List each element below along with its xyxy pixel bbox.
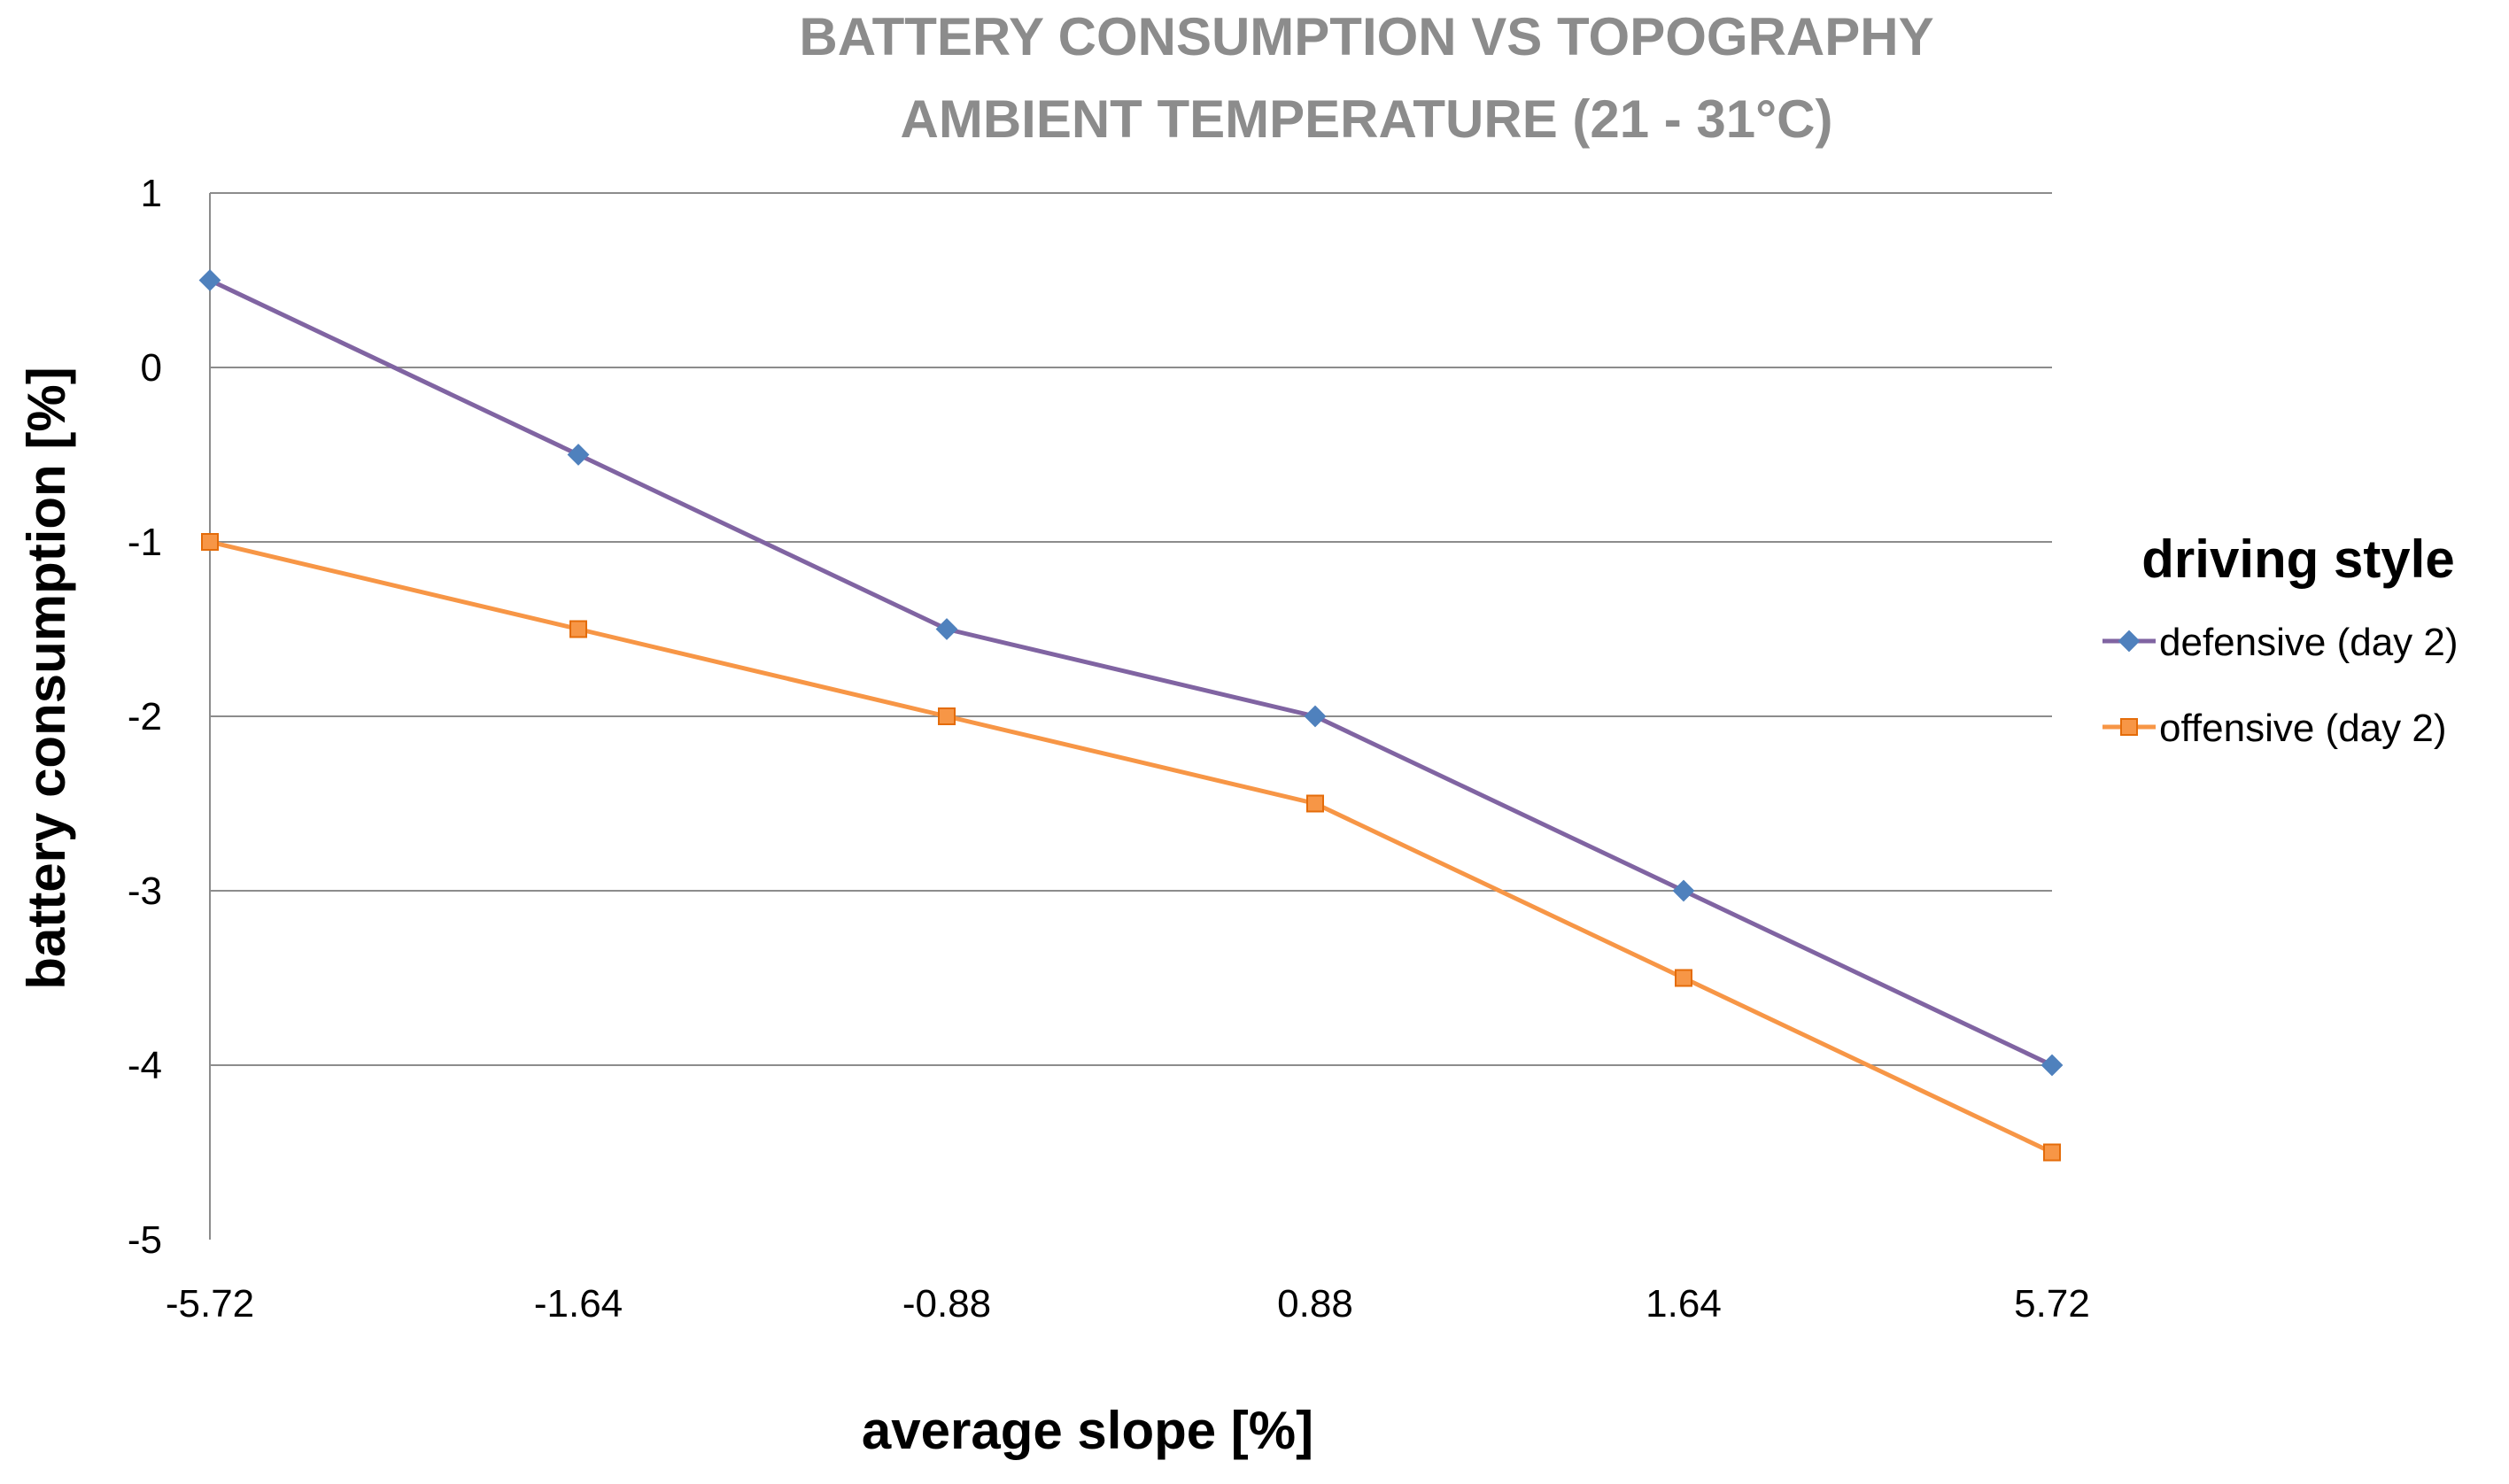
series-1 <box>198 269 2064 1077</box>
legend-entry: offensive (day 2) <box>2102 707 2446 750</box>
legend-marker <box>2118 630 2141 653</box>
x-tick-label: -5.72 <box>166 1282 254 1326</box>
legend-marker <box>2120 718 2138 736</box>
series-line <box>208 278 2054 1068</box>
x-tick-label: -1.64 <box>534 1282 623 1326</box>
legend-entries: defensive (day 2) offensive (day 2) <box>2102 621 2459 750</box>
data-point <box>938 707 956 725</box>
chart-title-line-1: BATTERY CONSUMPTION VS TOPOGRAPHY <box>799 7 1933 66</box>
y-tick-label: 0 <box>141 346 162 390</box>
series <box>198 269 2064 1162</box>
legend-label: offensive (day 2) <box>2159 707 2446 750</box>
legend-title: driving style <box>2141 529 2454 589</box>
y-tick-label: -1 <box>128 521 162 564</box>
chart-title: BATTERY CONSUMPTION VS TOPOGRAPHY AMBIEN… <box>799 7 1933 149</box>
data-point <box>1306 794 1324 813</box>
x-axis-label: average slope [%] <box>862 1401 1313 1460</box>
legend-label: defensive (day 2) <box>2159 621 2459 664</box>
data-point <box>198 269 221 291</box>
x-tick-labels: -5.72 -1.64 -0.88 0.88 1.64 5.72 <box>166 1282 2090 1326</box>
gridlines <box>210 192 2052 1066</box>
legend: driving style defensive (day 2) offensive… <box>2102 529 2459 750</box>
data-point <box>2040 1054 2064 1077</box>
data-point <box>201 533 219 551</box>
x-tick-label: 5.72 <box>2014 1282 2090 1326</box>
y-tick-labels: 1 0 -1 -2 -3 -4 -5 <box>128 172 162 1262</box>
series-line <box>209 539 2054 1155</box>
legend-entry: defensive (day 2) <box>2102 621 2459 664</box>
y-tick-label: -3 <box>128 870 162 913</box>
y-tick-label: -2 <box>128 695 162 738</box>
data-point <box>1675 969 1692 987</box>
x-tick-label: 0.88 <box>1277 1282 1353 1326</box>
data-point <box>1304 705 1327 728</box>
data-point <box>569 620 587 638</box>
x-tick-label: -0.88 <box>902 1282 991 1326</box>
y-tick-label: -5 <box>128 1218 162 1262</box>
data-point <box>2043 1143 2061 1162</box>
data-point <box>935 618 958 640</box>
series-2 <box>201 533 2061 1162</box>
y-tick-label: 1 <box>141 172 162 215</box>
y-axis-label: battery consumption [%] <box>17 367 76 989</box>
x-tick-label: 1.64 <box>1646 1282 1722 1326</box>
data-point <box>567 444 590 466</box>
data-point <box>1672 879 1695 902</box>
y-tick-label: -4 <box>128 1044 162 1087</box>
chart-title-line-2: AMBIENT TEMPERATURE (21 - 31°C) <box>901 89 1833 149</box>
